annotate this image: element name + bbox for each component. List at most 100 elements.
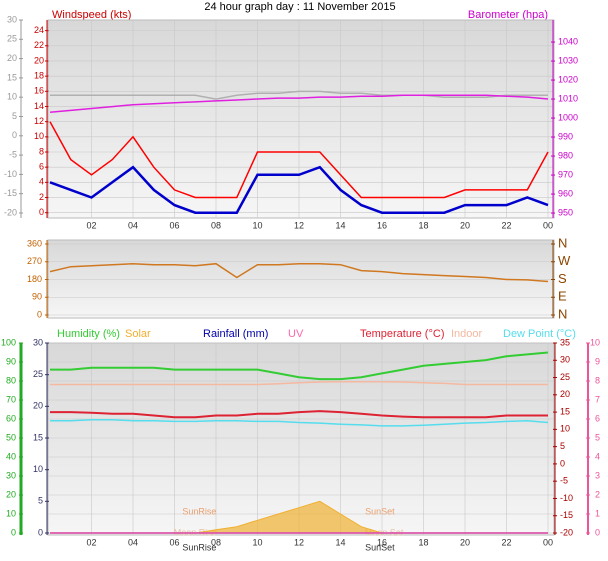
x-tick-label: 06 [169, 537, 179, 547]
y3-tick-label: -10 [4, 169, 17, 179]
y-tick-label: 16 [34, 86, 44, 96]
y2-tick-label: 5 [38, 496, 43, 506]
x-tick-label: 10 [252, 220, 262, 230]
series-line [50, 90, 548, 100]
y3-tick-label: 20 [560, 389, 570, 399]
x-tick-label: 08 [211, 220, 221, 230]
series-line [49, 165, 549, 214]
y2-tick-label: 1040 [558, 36, 578, 46]
chart-title: 24 hour graph day : 11 November 2015 [204, 1, 395, 13]
y2-tick-label: 960 [558, 188, 573, 198]
y-tick-label: 60 [6, 413, 16, 423]
legend-entry: UV [288, 328, 304, 340]
series-line [50, 380, 548, 386]
x-tick-label: 14 [335, 220, 345, 230]
y2-tick-label: 950 [558, 207, 573, 217]
y3-tick-label: -10 [560, 493, 573, 503]
y2-tick-label: 970 [558, 169, 573, 179]
y-tick-label: 12 [34, 116, 44, 126]
y4-tick-label: 9 [595, 356, 600, 366]
y-tick-label: 80 [6, 375, 16, 385]
y-tick-label: 0 [39, 207, 44, 217]
y4-tick-label: 10 [590, 337, 600, 347]
y-tick-label: 50 [6, 432, 16, 442]
y2-tick-label: W [558, 253, 571, 268]
y-tick-label: 8 [39, 146, 44, 156]
y-axis-label: Windspeed (kts) [52, 9, 131, 21]
x-tick-label: 00 [543, 537, 553, 547]
y-tick-label: 0 [37, 309, 42, 319]
y-tick-label: 0 [11, 527, 16, 537]
legend-entry: Solar [125, 328, 151, 340]
y3-tick-label: -20 [560, 527, 573, 537]
x-tick-label: 02 [86, 220, 96, 230]
y3-tick-label: -15 [560, 510, 573, 520]
y-tick-label: 10 [34, 131, 44, 141]
y2-tick-label: 1030 [558, 55, 578, 65]
x-tick-label: 06 [169, 220, 179, 230]
series-line [49, 94, 549, 114]
y4-tick-label: 4 [595, 451, 600, 461]
y4-tick-label: 0 [595, 527, 600, 537]
annotation: SunSet [365, 506, 395, 516]
x-tick-label: 12 [294, 537, 304, 547]
y3-tick-label: 15 [7, 72, 17, 82]
x-annotation-label: SunSet [365, 542, 395, 552]
x-tick-label: 22 [501, 220, 511, 230]
legend-entry: Humidity (%) [57, 328, 120, 340]
y2-tick-label: N [558, 306, 567, 321]
y-tick-label: 40 [6, 451, 16, 461]
y-tick-label: 22 [34, 40, 44, 50]
y3-tick-label: 25 [560, 372, 570, 382]
y2-tick-label: N [558, 235, 567, 250]
x-tick-label: 16 [377, 537, 387, 547]
plot-background [47, 239, 555, 319]
y3-tick-label: 0 [12, 130, 17, 140]
series-line [49, 121, 549, 199]
y3-tick-label: -20 [4, 207, 17, 217]
y2-tick-label: 10 [33, 464, 43, 474]
y2-tick-label: S [558, 271, 567, 286]
y-tick-label: 90 [6, 356, 16, 366]
series-line [50, 418, 549, 427]
y2-tick-label: 30 [33, 337, 43, 347]
x-tick-label: 12 [294, 220, 304, 230]
y2-axis-label: Barometer (hpa) [468, 9, 548, 21]
y2-tick-label: 15 [33, 432, 43, 442]
y-tick-label: 90 [32, 292, 42, 302]
annotation: SunRise [182, 506, 216, 516]
x-tick-label: 18 [418, 220, 428, 230]
y2-tick-label: 990 [558, 131, 573, 141]
y3-tick-label: 15 [560, 406, 570, 416]
y-tick-label: 4 [39, 177, 44, 187]
y3-tick-label: 20 [7, 53, 17, 63]
y-tick-label: 360 [27, 238, 42, 248]
x-tick-label: 20 [460, 537, 470, 547]
plot-background [47, 19, 555, 219]
series-line [50, 351, 549, 381]
y4-tick-label: 1 [595, 508, 600, 518]
x-tick-label: 18 [418, 537, 428, 547]
y-tick-label: 14 [34, 101, 44, 111]
series-line [49, 262, 549, 283]
y3-tick-label: 25 [7, 34, 17, 44]
y3-tick-label: 30 [560, 355, 570, 365]
y3-tick-label: 5 [560, 441, 565, 451]
x-tick-label: 14 [335, 537, 345, 547]
y3-tick-label: 35 [560, 337, 570, 347]
x-tick-label: 00 [543, 220, 553, 230]
x-tick-label: 02 [86, 537, 96, 547]
y2-tick-label: 1010 [558, 93, 578, 103]
x-tick-label: 10 [252, 537, 262, 547]
y4-tick-label: 7 [595, 394, 600, 404]
y-tick-label: 18 [34, 71, 44, 81]
y2-tick-label: 0 [38, 527, 43, 537]
y3-tick-label: 30 [7, 14, 17, 24]
y-tick-label: 2 [39, 192, 44, 202]
legend-entry: Temperature (°C) [360, 328, 444, 340]
legend-entry: Indoor [451, 328, 483, 340]
y4-tick-label: 5 [595, 432, 600, 442]
y-tick-label: 20 [34, 55, 44, 65]
